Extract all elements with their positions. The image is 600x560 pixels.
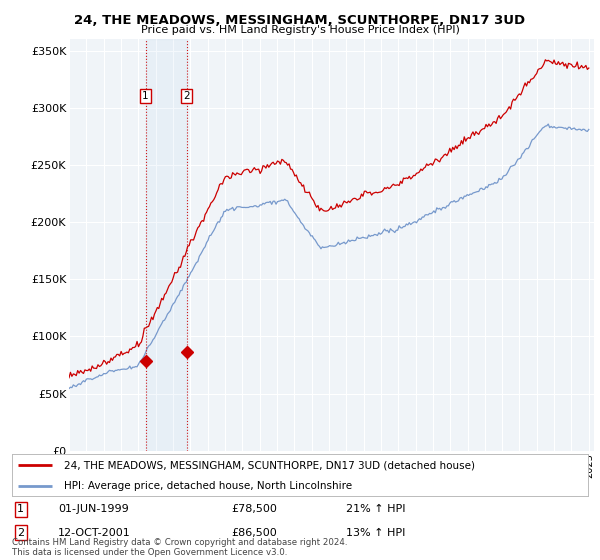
Text: 24, THE MEADOWS, MESSINGHAM, SCUNTHORPE, DN17 3UD: 24, THE MEADOWS, MESSINGHAM, SCUNTHORPE,…: [74, 14, 526, 27]
Text: 21% ↑ HPI: 21% ↑ HPI: [346, 505, 406, 514]
Text: Price paid vs. HM Land Registry's House Price Index (HPI): Price paid vs. HM Land Registry's House …: [140, 25, 460, 35]
Bar: [146, 39, 187, 451]
Text: Contains HM Land Registry data © Crown copyright and database right 2024.
This d: Contains HM Land Registry data © Crown c…: [12, 538, 347, 557]
Text: 24, THE MEADOWS, MESSINGHAM, SCUNTHORPE, DN17 3UD (detached house): 24, THE MEADOWS, MESSINGHAM, SCUNTHORPE,…: [64, 460, 475, 470]
Text: 1: 1: [142, 91, 149, 101]
Text: £86,500: £86,500: [231, 528, 277, 538]
Text: 13% ↑ HPI: 13% ↑ HPI: [346, 528, 406, 538]
Text: 2: 2: [17, 528, 24, 538]
Text: 1: 1: [17, 505, 24, 514]
Text: 12-OCT-2001: 12-OCT-2001: [58, 528, 131, 538]
Text: 01-JUN-1999: 01-JUN-1999: [58, 505, 129, 514]
Text: HPI: Average price, detached house, North Lincolnshire: HPI: Average price, detached house, Nort…: [64, 482, 352, 491]
Text: £78,500: £78,500: [231, 505, 277, 514]
Text: 2: 2: [184, 91, 190, 101]
